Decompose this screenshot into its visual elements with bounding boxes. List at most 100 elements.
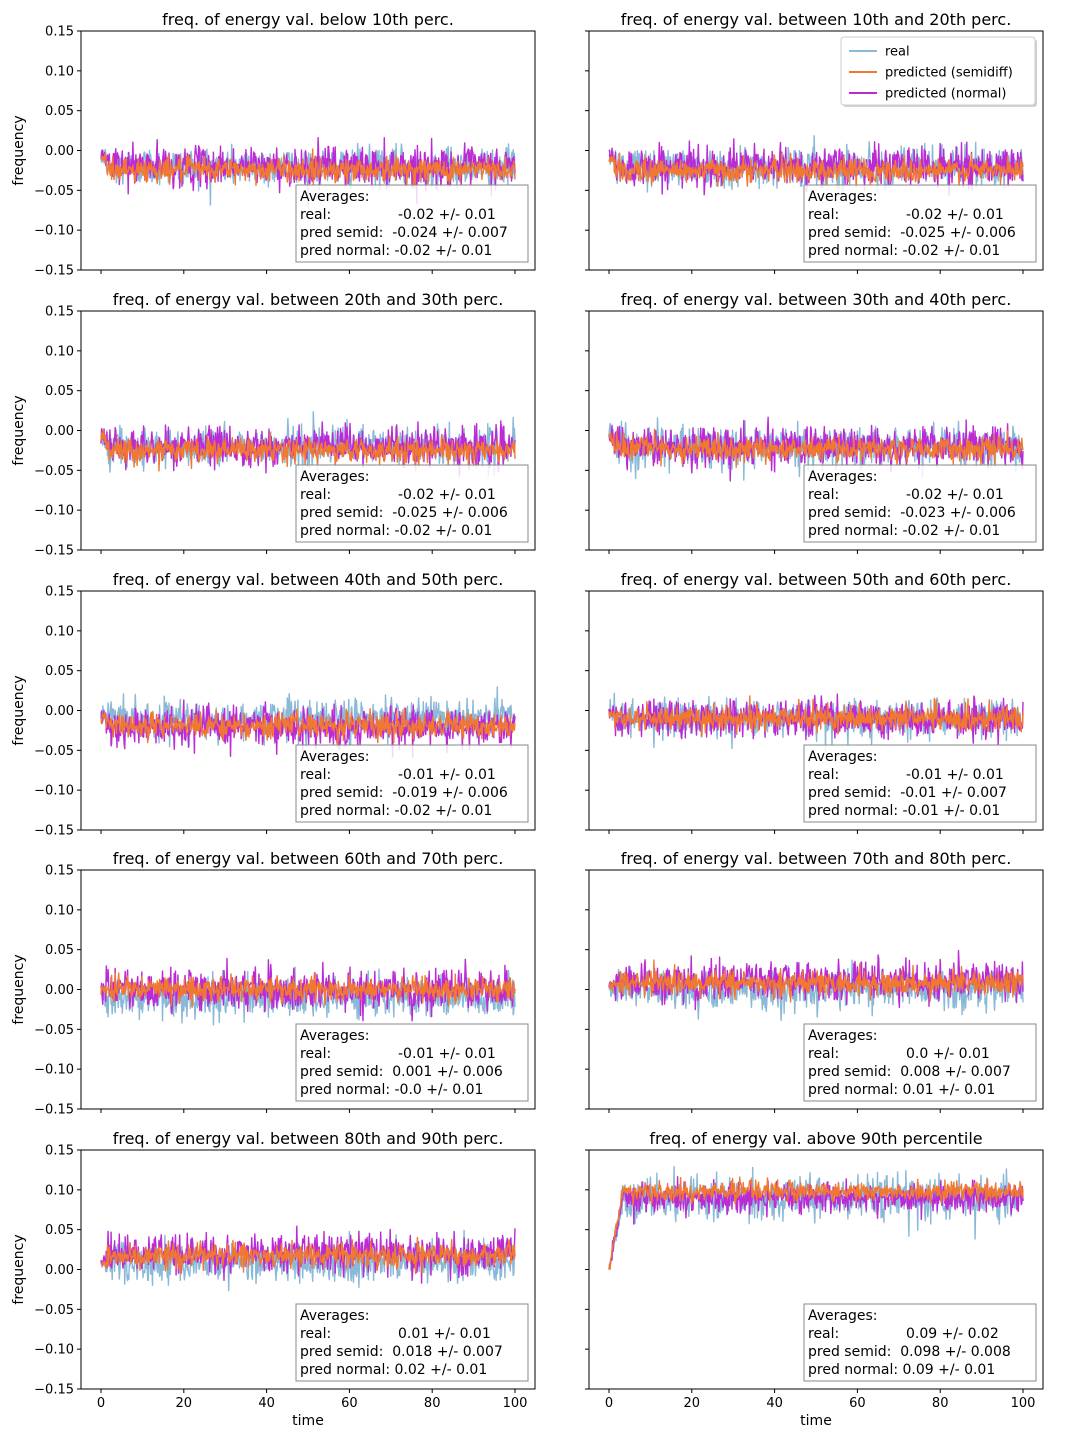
averages-line: pred normal: -0.02 +/- 0.01 <box>300 523 492 539</box>
y-tick-label: 0.05 <box>45 104 74 119</box>
panel-title: freq. of energy val. between 80th and 90… <box>113 1129 504 1148</box>
averages-line: pred semid: 0.098 +/- 0.008 <box>808 1344 1011 1360</box>
averages-line: Averages: <box>808 749 878 765</box>
averages-line: real: -0.02 +/- 0.01 <box>808 487 1004 503</box>
averages-line: Averages: <box>808 1308 878 1324</box>
averages-line: pred semid: 0.008 +/- 0.007 <box>808 1064 1011 1080</box>
series-semidiff <box>100 971 516 1008</box>
panel-5: freq. of energy val. between 40th and 50… <box>11 570 536 839</box>
panel-title: freq. of energy val. above 90th percenti… <box>649 1129 982 1148</box>
series-group <box>100 1225 516 1292</box>
y-tick-label: −0.10 <box>34 1063 74 1078</box>
series-real <box>608 1165 1024 1271</box>
averages-line: pred normal: 0.01 +/- 0.01 <box>808 1082 995 1098</box>
averages-box: Averages: real: -0.02 +/- 0.01 pred semid:… <box>803 184 1037 263</box>
averages-line: Averages: <box>300 1308 370 1324</box>
y-tick-label: 0.00 <box>45 1263 74 1278</box>
x-tick-label: 60 <box>849 1396 866 1411</box>
x-axis-label: time <box>800 1413 832 1429</box>
averages-line: real: 0.01 +/- 0.01 <box>300 1326 491 1342</box>
x-tick-label: 60 <box>341 1396 358 1411</box>
averages-line: real: 0.0 +/- 0.01 <box>808 1046 990 1062</box>
averages-line: real: -0.02 +/- 0.01 <box>300 487 496 503</box>
y-tick-label: −0.15 <box>34 1103 74 1118</box>
y-tick-label: 0.00 <box>45 144 74 159</box>
x-tick-label: 20 <box>176 1396 193 1411</box>
averages-line: Averages: <box>300 749 370 765</box>
averages-box: Averages: real: -0.01 +/- 0.01 pred semid:… <box>295 744 529 823</box>
series-normal <box>608 950 1024 1011</box>
averages-line: real: 0.09 +/- 0.02 <box>808 1326 999 1342</box>
legend: real predicted (semidiff) predicted (norma… <box>840 36 1037 107</box>
averages-box: Averages: real: -0.02 +/- 0.01 pred semid:… <box>295 184 529 263</box>
panel-6: freq. of energy val. between 50th and 60… <box>585 570 1044 834</box>
y-axis-label: frequency <box>11 675 27 745</box>
panel-title: freq. of energy val. between 40th and 50… <box>113 570 504 589</box>
series-semidiff <box>100 148 516 189</box>
averages-line: pred normal: -0.02 +/- 0.01 <box>300 243 492 259</box>
y-tick-label: −0.15 <box>34 1383 74 1398</box>
series-semidiff <box>608 1176 1024 1270</box>
panel-title: freq. of energy val. between 60th and 70… <box>113 849 504 868</box>
y-tick-label: 0.05 <box>45 1223 74 1238</box>
y-axis-label: frequency <box>11 395 27 465</box>
x-tick-label: 100 <box>1011 1396 1036 1411</box>
averages-line: pred semid: -0.024 +/- 0.007 <box>300 225 508 241</box>
y-tick-label: 0.00 <box>45 424 74 439</box>
x-tick-label: 80 <box>932 1396 949 1411</box>
x-tick-label: 40 <box>258 1396 275 1411</box>
averages-box: Averages: real: -0.02 +/- 0.01 pred semid:… <box>295 464 529 543</box>
averages-box: Averages: real: -0.01 +/- 0.01 pred semid:… <box>803 744 1037 823</box>
legend-entry: predicted (semidiff) <box>885 66 1013 81</box>
legend-entry: real <box>885 45 910 60</box>
series-group <box>100 957 516 1026</box>
series-group <box>608 416 1024 482</box>
averages-line: pred semid: -0.023 +/- 0.006 <box>808 505 1016 521</box>
y-tick-label: 0.15 <box>45 864 74 879</box>
panel-title: freq. of energy val. between 20th and 30… <box>113 290 504 309</box>
series-real <box>100 686 516 748</box>
averages-line: pred semid: 0.001 +/- 0.006 <box>300 1064 503 1080</box>
averages-line: real: -0.01 +/- 0.01 <box>300 1046 496 1062</box>
series-group <box>100 411 516 478</box>
y-tick-label: 0.15 <box>45 1144 74 1159</box>
series-group <box>608 135 1024 198</box>
averages-line: real: -0.01 +/- 0.01 <box>808 767 1004 783</box>
y-tick-label: 0.15 <box>45 585 74 600</box>
y-tick-label: −0.10 <box>34 1343 74 1358</box>
averages-line: pred normal: -0.02 +/- 0.01 <box>300 803 492 819</box>
y-tick-label: 0.10 <box>45 624 74 639</box>
panel-8: freq. of energy val. between 70th and 80… <box>585 849 1044 1113</box>
panel-title: freq. of energy val. between 10th and 20… <box>621 10 1012 29</box>
y-tick-label: 0.05 <box>45 384 74 399</box>
averages-line: pred semid: -0.019 +/- 0.006 <box>300 785 508 801</box>
x-tick-label: 80 <box>424 1396 441 1411</box>
averages-line: pred normal: -0.02 +/- 0.01 <box>808 243 1000 259</box>
y-tick-label: 0.10 <box>45 344 74 359</box>
averages-line: pred normal: 0.02 +/- 0.01 <box>300 1362 487 1378</box>
y-tick-label: −0.10 <box>34 224 74 239</box>
y-axis-label: frequency <box>11 954 27 1024</box>
panel-4: freq. of energy val. between 30th and 40… <box>585 290 1044 554</box>
y-tick-label: −0.15 <box>34 264 74 279</box>
averages-box: Averages: real: -0.01 +/- 0.01 pred semid:… <box>295 1023 529 1102</box>
x-tick-label: 20 <box>684 1396 701 1411</box>
averages-line: pred normal: -0.0 +/- 0.01 <box>300 1082 483 1098</box>
series-group <box>608 692 1024 752</box>
panel-title: freq. of energy val. between 30th and 40… <box>621 290 1012 309</box>
x-tick-label: 100 <box>503 1396 528 1411</box>
series-semidiff <box>608 959 1024 1003</box>
y-tick-label: 0.05 <box>45 664 74 679</box>
series-group <box>608 1165 1024 1271</box>
y-tick-label: 0.15 <box>45 305 74 320</box>
y-tick-label: 0.00 <box>45 983 74 998</box>
y-tick-label: −0.05 <box>34 184 74 199</box>
panel-10: freq. of energy val. above 90th percenti… <box>585 1129 1044 1429</box>
y-tick-label: −0.05 <box>34 744 74 759</box>
panel-7: freq. of energy val. between 60th and 70… <box>11 849 536 1118</box>
panel-2: freq. of energy val. between 10th and 20… <box>585 10 1044 274</box>
averages-line: Averages: <box>300 1028 370 1044</box>
y-tick-label: 0.05 <box>45 943 74 958</box>
averages-line: real: -0.01 +/- 0.01 <box>300 767 496 783</box>
series-semidiff <box>100 1236 516 1275</box>
